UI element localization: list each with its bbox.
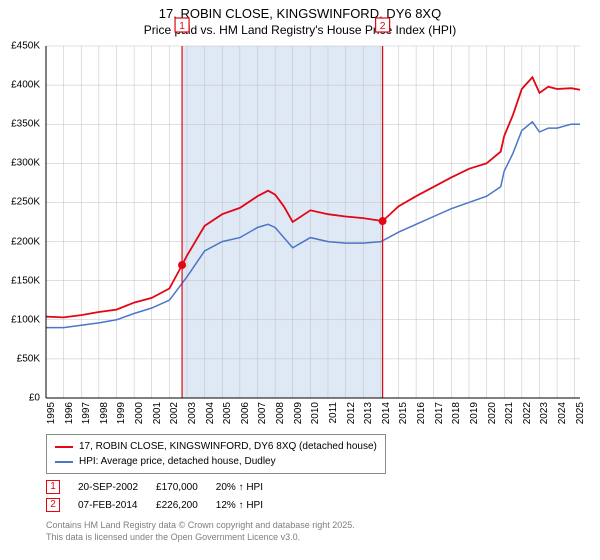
xtick-label: 2006 [240,402,251,424]
xtick-label: 2011 [328,402,339,424]
svg-text:2: 2 [380,21,386,32]
xtick-label: 2016 [416,402,427,424]
xtick-label: 1999 [116,402,127,424]
xtick-label: 1995 [46,402,57,424]
xtick-label: 2020 [487,402,498,424]
xtick-label: 2003 [187,402,198,424]
chart-plot-area: 12 [46,46,580,398]
chart-container: 17, ROBIN CLOSE, KINGSWINFORD, DY6 8XQ P… [0,0,600,560]
xtick-label: 2012 [346,402,357,424]
ytick-label: £350K [0,119,44,130]
xtick-label: 1997 [81,402,92,424]
sales-table: 1 20-SEP-2002 £170,000 20% ↑ HPI 2 07-FE… [46,478,281,514]
ytick-label: £100K [0,314,44,325]
sale-delta-2: 12% ↑ HPI [216,496,281,514]
footnote-line1: Contains HM Land Registry data © Crown c… [46,520,355,532]
xtick-label: 2022 [522,402,533,424]
chart-svg: 12 [46,46,580,398]
ytick-label: £0 [0,393,44,404]
legend-swatch-blue [55,461,73,463]
ytick-label: £400K [0,80,44,91]
xtick-label: 2024 [557,402,568,424]
xtick-label: 2019 [469,402,480,424]
title-address: 17, ROBIN CLOSE, KINGSWINFORD, DY6 8XQ [0,0,600,21]
xtick-label: 2018 [451,402,462,424]
xtick-label: 2013 [363,402,374,424]
legend: 17, ROBIN CLOSE, KINGSWINFORD, DY6 8XQ (… [46,434,386,474]
footnote-line2: This data is licensed under the Open Gov… [46,532,355,544]
ytick-label: £150K [0,275,44,286]
ytick-label: £250K [0,197,44,208]
footnote: Contains HM Land Registry data © Crown c… [46,520,355,543]
xtick-label: 2005 [222,402,233,424]
xtick-label: 2009 [293,402,304,424]
title-sub: Price paid vs. HM Land Registry's House … [0,21,600,41]
ytick-label: £300K [0,158,44,169]
legend-row-red: 17, ROBIN CLOSE, KINGSWINFORD, DY6 8XQ (… [55,439,377,454]
legend-label-red: 17, ROBIN CLOSE, KINGSWINFORD, DY6 8XQ (… [79,439,377,454]
table-row: 2 07-FEB-2014 £226,200 12% ↑ HPI [46,496,281,514]
xtick-label: 2001 [152,402,163,424]
ytick-label: £50K [0,353,44,364]
ytick-label: £450K [0,41,44,52]
sale-date-2: 07-FEB-2014 [78,496,156,514]
xtick-label: 2010 [310,402,321,424]
sale-price-1: £170,000 [156,478,216,496]
xtick-label: 2014 [381,402,392,424]
xtick-label: 2007 [257,402,268,424]
xtick-label: 2008 [275,402,286,424]
xtick-label: 1996 [64,402,75,424]
sale-marker-2: 2 [46,498,60,512]
xtick-label: 1998 [99,402,110,424]
legend-swatch-red [55,446,73,448]
sale-marker-1: 1 [46,480,60,494]
sale-date-1: 20-SEP-2002 [78,478,156,496]
sale-delta-1: 20% ↑ HPI [216,478,281,496]
xtick-label: 2025 [575,402,586,424]
legend-label-blue: HPI: Average price, detached house, Dudl… [79,454,276,469]
xtick-label: 2017 [434,402,445,424]
xtick-label: 2023 [539,402,550,424]
xtick-label: 2000 [134,402,145,424]
xtick-label: 2021 [504,402,515,424]
xtick-label: 2015 [398,402,409,424]
sale-price-2: £226,200 [156,496,216,514]
xtick-label: 2002 [169,402,180,424]
svg-text:1: 1 [179,21,185,32]
legend-row-blue: HPI: Average price, detached house, Dudl… [55,454,377,469]
ytick-label: £200K [0,236,44,247]
table-row: 1 20-SEP-2002 £170,000 20% ↑ HPI [46,478,281,496]
xtick-label: 2004 [205,402,216,424]
